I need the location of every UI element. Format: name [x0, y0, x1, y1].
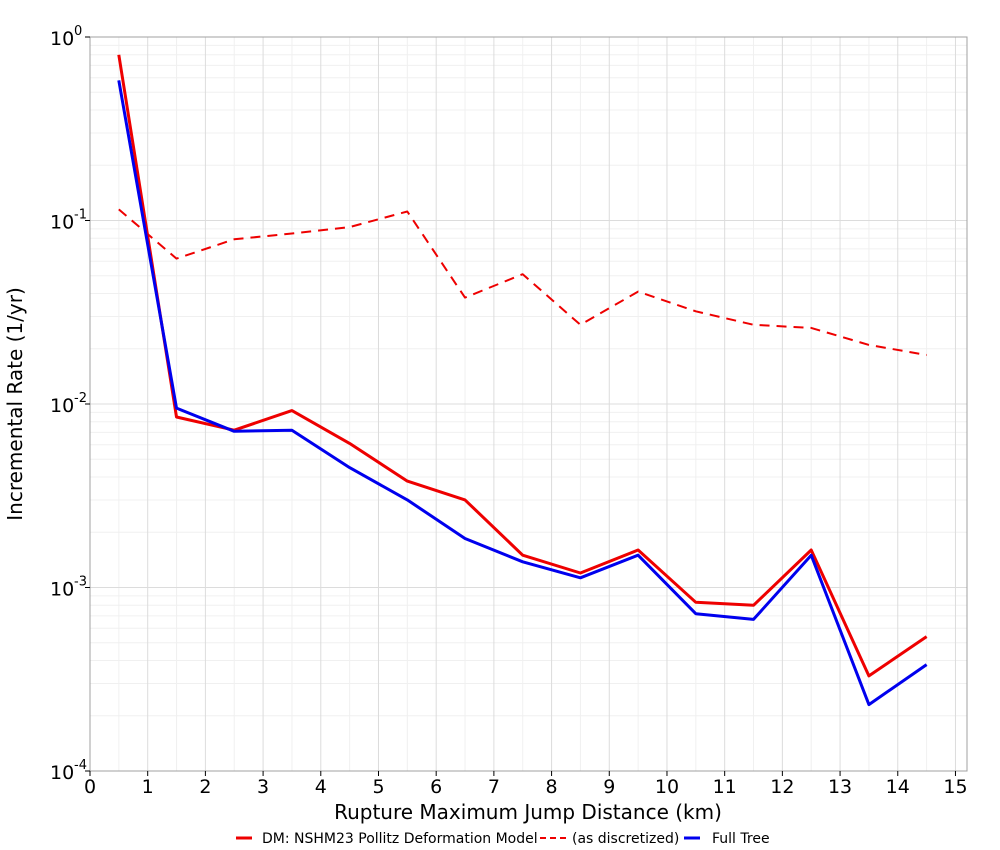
y-tick-label-base: 10: [50, 395, 74, 417]
x-tick-label: 14: [886, 776, 910, 798]
x-tick-label: 0: [84, 776, 96, 798]
y-tick-label-exponent: 0: [74, 24, 82, 39]
y-tick-label-base: 10: [50, 579, 74, 601]
y-tick-label-exponent: -1: [74, 208, 87, 223]
y-tick-label-exponent: -2: [74, 391, 87, 406]
x-tick-label: 6: [430, 776, 442, 798]
x-tick-label: 1: [142, 776, 154, 798]
y-tick-label-exponent: -3: [74, 575, 87, 590]
x-axis-ticks: 0 1 2 3 4 5 6 7 8 9 10 11 12 13 14 15: [84, 771, 968, 798]
legend-label-2: Full Tree: [712, 831, 770, 847]
x-tick-label: 11: [713, 776, 737, 798]
y-tick-label-base: 10: [50, 28, 74, 50]
y-tick-label-exponent: -4: [74, 758, 87, 773]
x-tick-label: 13: [828, 776, 852, 798]
x-tick-label: 9: [603, 776, 615, 798]
x-tick-label: 3: [257, 776, 269, 798]
y-tick-label-base: 10: [50, 762, 74, 784]
minor-gridlines: [90, 37, 967, 771]
x-tick-label: 15: [943, 776, 967, 798]
legend-label-1: (as discretized): [572, 831, 679, 847]
x-tick-label: 4: [315, 776, 327, 798]
y-axis-title: Incremental Rate (1/yr): [3, 287, 27, 520]
x-tick-label: 2: [199, 776, 211, 798]
series-layer: [117, 54, 928, 707]
x-tick-label: 5: [372, 776, 384, 798]
x-axis-title: Rupture Maximum Jump Distance (km): [334, 800, 722, 824]
x-tick-label: 10: [655, 776, 679, 798]
legend: DM: NSHM23 Pollitz Deformation Model (as …: [236, 831, 770, 847]
y-tick-label-base: 10: [50, 212, 74, 234]
x-tick-label: 8: [546, 776, 558, 798]
x-tick-label: 7: [488, 776, 500, 798]
x-tick-label: 12: [770, 776, 794, 798]
legend-label-0: DM: NSHM23 Pollitz Deformation Model: [262, 831, 538, 847]
